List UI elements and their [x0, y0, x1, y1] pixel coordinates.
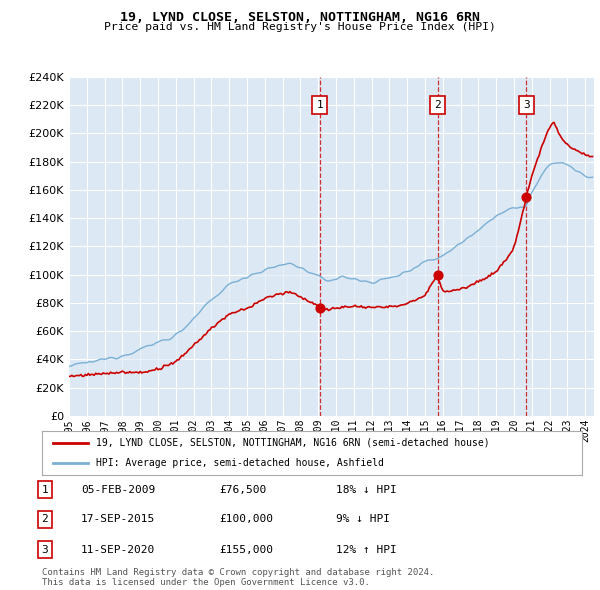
Text: 19, LYND CLOSE, SELSTON, NOTTINGHAM, NG16 6RN: 19, LYND CLOSE, SELSTON, NOTTINGHAM, NG1…	[120, 11, 480, 24]
Text: 05-FEB-2009: 05-FEB-2009	[81, 485, 155, 494]
Text: 2: 2	[41, 514, 49, 524]
Text: 12% ↑ HPI: 12% ↑ HPI	[336, 545, 397, 555]
Text: £76,500: £76,500	[219, 485, 266, 494]
Text: £155,000: £155,000	[219, 545, 273, 555]
Text: 9% ↓ HPI: 9% ↓ HPI	[336, 514, 390, 524]
Text: 17-SEP-2015: 17-SEP-2015	[81, 514, 155, 524]
Text: 1: 1	[41, 485, 49, 494]
Text: 11-SEP-2020: 11-SEP-2020	[81, 545, 155, 555]
Text: Contains HM Land Registry data © Crown copyright and database right 2024.
This d: Contains HM Land Registry data © Crown c…	[42, 568, 434, 587]
Point	[315, 303, 325, 313]
Text: 2: 2	[434, 100, 441, 110]
Text: 1: 1	[316, 100, 323, 110]
Point	[433, 270, 442, 279]
Text: 3: 3	[523, 100, 530, 110]
Text: £100,000: £100,000	[219, 514, 273, 524]
Text: Price paid vs. HM Land Registry's House Price Index (HPI): Price paid vs. HM Land Registry's House …	[104, 22, 496, 32]
Text: 18% ↓ HPI: 18% ↓ HPI	[336, 485, 397, 494]
Text: 3: 3	[41, 545, 49, 555]
Point	[521, 192, 531, 202]
Text: 19, LYND CLOSE, SELSTON, NOTTINGHAM, NG16 6RN (semi-detached house): 19, LYND CLOSE, SELSTON, NOTTINGHAM, NG1…	[96, 438, 490, 448]
Text: HPI: Average price, semi-detached house, Ashfield: HPI: Average price, semi-detached house,…	[96, 458, 384, 468]
